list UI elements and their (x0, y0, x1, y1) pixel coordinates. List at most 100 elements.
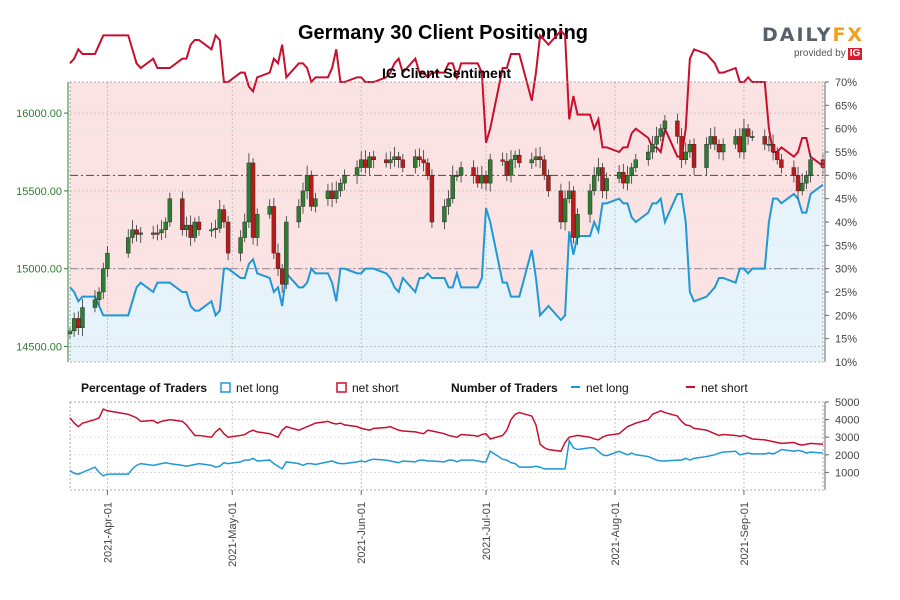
price-tick-label: 15000.00 (16, 264, 62, 276)
logo-word: DAILYFX (762, 24, 864, 46)
candle-body (209, 229, 214, 232)
candle-body (479, 175, 485, 184)
candle-body (633, 159, 638, 168)
candle-body (304, 175, 310, 192)
candle-body (766, 144, 772, 146)
candle-body (188, 224, 193, 238)
candle-body (529, 159, 534, 164)
candle-body (167, 198, 173, 223)
candle-body (180, 198, 185, 230)
candle-body (795, 175, 801, 192)
candle-body (458, 167, 464, 176)
candle-body (275, 252, 281, 269)
dailyfx-logo: DAILYFX provided by IG (762, 24, 872, 64)
candle-body (242, 221, 247, 238)
pct-tick-label: 30% (835, 264, 857, 276)
candle-body (371, 156, 376, 160)
candle-body (704, 144, 709, 168)
candle-body (687, 144, 693, 153)
candle-body (650, 144, 655, 153)
candle-body (392, 156, 397, 160)
candle-body (691, 144, 697, 168)
chart-subtitle: IG Client Sentiment (382, 65, 511, 81)
candle-body (271, 206, 277, 254)
net-short-pct-line (69, 29, 824, 167)
candle-body (217, 209, 222, 229)
candle-body (417, 156, 422, 160)
candle-body (421, 159, 426, 164)
candle-body (587, 190, 593, 215)
candle-body (126, 237, 131, 254)
candle-body (500, 159, 505, 162)
candle-body (309, 175, 314, 207)
traders-tick-label: 3000 (835, 432, 859, 444)
candle-body (134, 229, 139, 235)
price-tick-label: 14500.00 (16, 341, 62, 353)
candle-body (646, 151, 651, 160)
candle-body (737, 136, 742, 153)
candle-body (799, 182, 805, 192)
ig-badge: IG (847, 48, 863, 60)
traders-net-short-line (69, 408, 824, 453)
candle-body (600, 167, 605, 192)
candle-body (475, 175, 480, 184)
candle-body (184, 224, 189, 230)
x-tick-label: 2021-Jun-01 (356, 502, 368, 564)
candle-body (313, 198, 318, 207)
traders-tick-label: 1000 (835, 467, 859, 479)
bottom-panel-frame (69, 401, 824, 491)
pct-tick-label: 70% (835, 77, 857, 89)
candle-body (413, 156, 418, 168)
candle-body (779, 159, 784, 168)
pct-tick-label: 35% (835, 240, 857, 252)
candle-body (625, 175, 630, 184)
candle-body (654, 136, 659, 145)
candle-body (604, 178, 609, 192)
traders-tick-label: 5000 (835, 397, 859, 409)
candle-body (159, 229, 164, 234)
pct-tick-label: 45% (835, 194, 857, 206)
candle-body (508, 159, 514, 176)
candle-body (762, 136, 767, 145)
candle-body (225, 221, 231, 254)
candle-body (425, 162, 430, 176)
candle-body (708, 136, 713, 145)
legend-num-long-label: net long (586, 381, 629, 395)
logo-sub-text: provided by (794, 48, 846, 59)
x-tick-label: 2021-Sep-01 (739, 502, 751, 566)
traders-net-long-line (69, 438, 824, 477)
candle-body (629, 167, 634, 176)
legend-net-long-label: net long (236, 381, 279, 395)
candle-body (400, 159, 406, 168)
candle-body (658, 128, 663, 137)
chart-title: Germany 30 Client Positioning (297, 22, 589, 44)
candle-body (745, 128, 751, 137)
candle-body (712, 136, 718, 145)
candle-body (334, 190, 339, 199)
candle-body (354, 167, 360, 176)
candle-body (155, 232, 160, 235)
candle-body (296, 206, 302, 223)
price-tick-label: 16000.00 (16, 108, 62, 120)
candle-body (616, 172, 622, 179)
candle-body (504, 161, 510, 176)
top-panel-frame (69, 81, 824, 363)
candle-body (791, 167, 797, 176)
logo-fx: FX (832, 24, 865, 46)
candle-body (163, 221, 168, 230)
legend-net-long-swatch (220, 382, 231, 393)
candle-body (267, 206, 272, 215)
candle-body (720, 144, 726, 153)
candle-body (596, 167, 601, 176)
candle-body (359, 159, 364, 168)
candle-body (679, 136, 684, 160)
candle-body (621, 172, 626, 184)
pct-tick-label: 60% (835, 124, 857, 136)
net-long-area (70, 184, 823, 362)
logo-daily: DAILY (762, 24, 833, 46)
candle-body (716, 144, 722, 153)
candle-body (542, 159, 547, 176)
candle-body (213, 228, 218, 230)
candle-body (80, 307, 85, 328)
